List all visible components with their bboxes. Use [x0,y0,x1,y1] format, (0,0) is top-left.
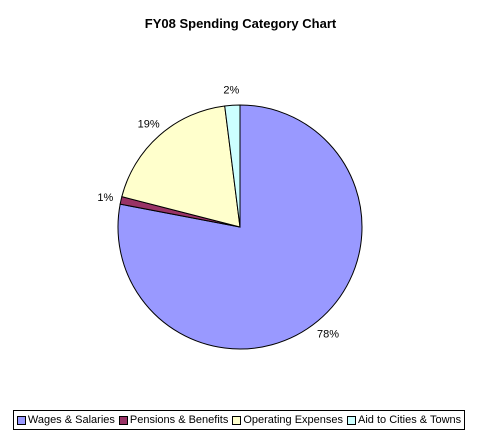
legend: Wages & Salaries Pensions & Benefits Ope… [13,410,465,430]
chart-title: FY08 Spending Category Chart [144,16,337,31]
legend-item-operating: Operating Expenses [232,414,343,426]
legend-label-pensions: Pensions & Benefits [129,414,229,426]
label-wages: 78% [317,328,339,340]
legend-swatch-wages [16,415,26,425]
legend-item-aid: Aid to Cities & Towns [347,414,461,426]
label-operating: 19% [138,119,160,131]
legend-item-wages: Wages & Salaries [16,414,115,426]
legend-label-operating: Operating Expenses [243,414,344,426]
legend-swatch-pensions [118,415,128,425]
label-pensions: 1% [97,192,113,204]
label-aid: 2% [223,84,239,96]
slice-aid [224,104,241,228]
legend-swatch-operating [232,415,242,425]
legend-label-wages: Wages & Salaries [27,414,115,426]
legend-item-pensions: Pensions & Benefits [118,414,229,426]
slice-operating [121,105,241,228]
legend-swatch-aid [347,415,357,425]
legend-label-aid: Aid to Cities & Towns [358,414,462,426]
